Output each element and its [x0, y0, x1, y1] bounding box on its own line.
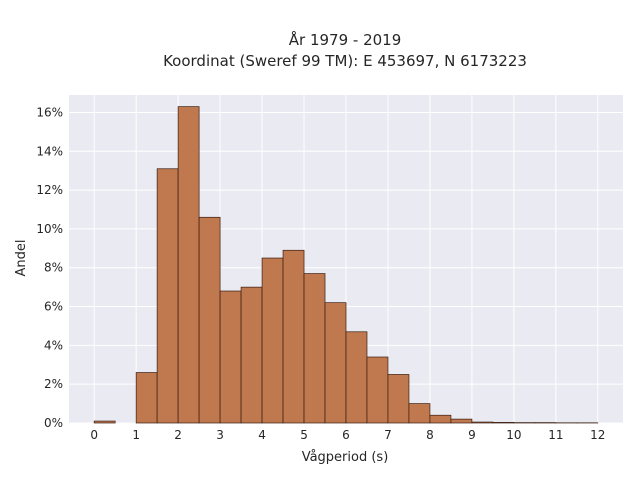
bar-15: [408, 403, 431, 424]
bar-5: [198, 216, 221, 424]
x-tick-label: 9: [468, 428, 476, 442]
bar-7: [240, 286, 263, 424]
bar-2: [135, 372, 158, 424]
x-tick-label: 6: [342, 428, 350, 442]
chart-title-line-2: Koordinat (Sweref 99 TM): E 453697, N 61…: [163, 52, 527, 70]
x-tick-label: 11: [548, 428, 563, 442]
y-axis-ticks: 0% 2% 4% 6% 8% 10% 12% 14% 16%: [36, 105, 63, 430]
y-tick-label: 6%: [44, 300, 63, 314]
bar-6: [219, 290, 242, 424]
bar-18: [471, 421, 494, 424]
y-tick-label: 0%: [44, 416, 63, 430]
x-tick-label: 7: [384, 428, 392, 442]
bar-11: [324, 302, 347, 424]
y-tick-label: 10%: [36, 222, 63, 236]
bar-8: [261, 257, 284, 424]
x-tick-label: 12: [590, 428, 605, 442]
x-tick-label: 3: [216, 428, 224, 442]
bar-9: [282, 249, 305, 424]
x-axis-ticks: 0 1 2 3 4 5 6 7 8 9 10 11 12: [90, 428, 605, 442]
x-tick-label: 10: [506, 428, 521, 442]
bar-4: [177, 106, 200, 424]
y-tick-label: 16%: [36, 105, 63, 119]
y-tick-label: 2%: [44, 377, 63, 391]
x-tick-label: 2: [174, 428, 182, 442]
chart-title-line-1: År 1979 - 2019: [289, 30, 402, 49]
x-tick-label: 8: [426, 428, 434, 442]
x-tick-label: 1: [132, 428, 140, 442]
bars: [93, 106, 599, 424]
y-tick-label: 8%: [44, 261, 63, 275]
x-tick-label: 0: [90, 428, 98, 442]
bar-16: [429, 414, 452, 424]
x-tick-label: 4: [258, 428, 266, 442]
bar-19: [492, 422, 515, 424]
bar-12: [345, 331, 368, 424]
bar-3: [156, 168, 179, 424]
y-tick-label: 12%: [36, 183, 63, 197]
y-axis-label: Andel: [14, 240, 29, 277]
bar-13: [366, 356, 389, 424]
bar-0: [93, 420, 116, 424]
y-tick-label: 4%: [44, 338, 63, 352]
bar-10: [303, 273, 326, 424]
x-tick-label: 5: [300, 428, 308, 442]
x-axis-label: Vågperiod (s): [302, 450, 389, 465]
y-tick-label: 14%: [36, 144, 63, 158]
bar-14: [387, 374, 410, 424]
bar-17: [450, 418, 473, 424]
